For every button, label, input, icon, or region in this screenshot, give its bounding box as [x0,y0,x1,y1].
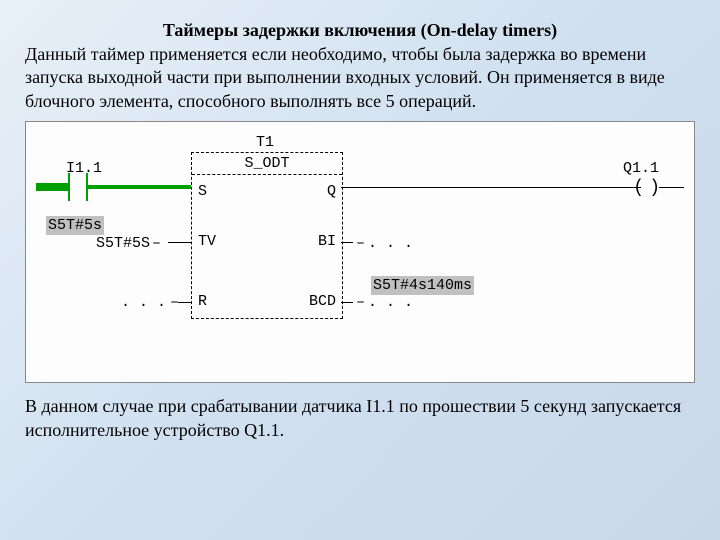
pin-bcd: BCD [309,293,336,310]
pin-tv: TV [198,233,216,250]
wire-tv [168,242,191,243]
timer-name: T1 [256,134,274,151]
pin-s: S [198,183,207,200]
tv-highlight: S5T#5s [46,217,104,234]
wire-bi [341,242,353,243]
wire-coil-right [659,187,684,188]
tv-value: S5T#5S– [96,235,163,252]
wire-input-to-s [88,185,191,189]
timer-block: S_ODT S Q TV BI R BCD [191,152,343,319]
r-value: . . .– [121,294,179,311]
timer-type: S_ODT [192,155,342,175]
input-label: I1.1 [66,160,102,177]
wire-r [178,302,191,303]
footer-paragraph: В данном случае при срабатывании датчика… [25,395,695,442]
pin-bi: BI [318,233,336,250]
coil-paren-right: ) [649,178,660,198]
bi-value: –. . . [356,235,413,252]
ladder-diagram: I1.1 T1 S_ODT S Q TV BI R BCD S5T#5s S5T… [25,121,695,383]
bcd-highlight: S5T#4s140ms [371,277,474,294]
power-rail [36,177,96,197]
page-title: Таймеры задержки включения (On-delay tim… [25,20,695,41]
bcd-value: –. . . [356,294,413,311]
coil-paren-left: ( [633,178,644,198]
wire-q [341,187,641,188]
intro-paragraph: Данный таймер применяется если необходим… [25,43,695,113]
pin-q: Q [327,183,336,200]
output-label: Q1.1 [623,160,659,177]
pin-r: R [198,293,207,310]
wire-bcd [341,302,353,303]
